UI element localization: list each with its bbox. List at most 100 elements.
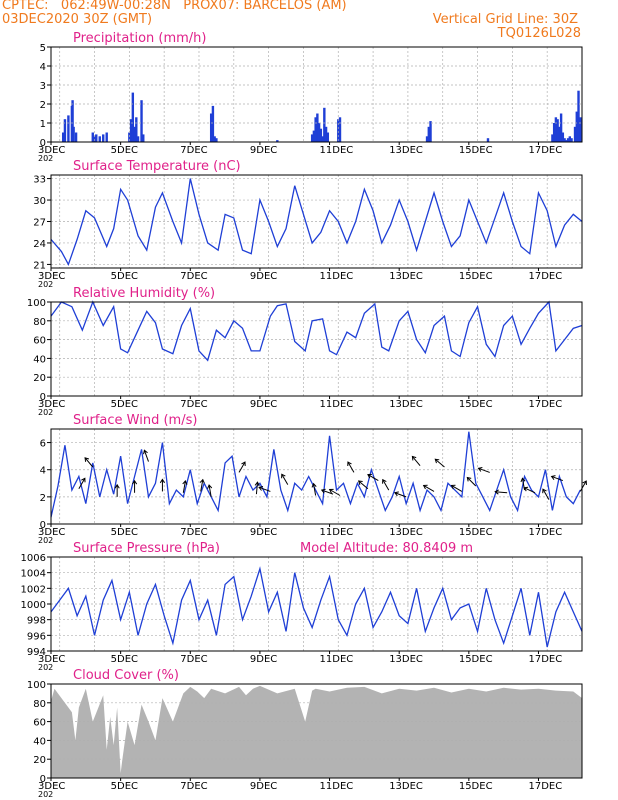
wind-arrow-shaft: [423, 484, 435, 492]
precip-bar: [323, 107, 326, 142]
press-xtick-label: 15DEC: [459, 654, 493, 665]
header-date: 03DEC2020 30Z (GMT): [2, 12, 153, 27]
wind-arrow-head: [84, 457, 90, 462]
temp-ytick-label: 27: [33, 218, 46, 229]
wind-arrow: [238, 461, 246, 473]
press-title: Surface Pressure (hPa): [73, 541, 220, 556]
header-code: TQ0126L028: [497, 26, 581, 41]
wind-arrow-shaft: [394, 492, 407, 498]
wind-arrow: [84, 457, 94, 468]
precip-xtick-label: 5DEC: [111, 145, 138, 156]
wind-arrow-shaft: [451, 484, 463, 492]
wind-arrow: [579, 480, 587, 492]
precip-bar: [337, 119, 340, 142]
rh-xtick-label: 9DEC: [250, 399, 277, 410]
press-line: [50, 566, 583, 648]
rh-xtick-label: 17DEC: [528, 399, 562, 410]
wind-arrow: [143, 449, 149, 462]
press-xtick-year: 202: [38, 663, 53, 672]
rh-xtick-year: 202: [38, 408, 53, 417]
precip-bar: [63, 119, 67, 142]
header-grid-note: Vertical Grid Line: 30Z: [432, 12, 578, 27]
wind-panel: [47, 428, 587, 527]
wind-arrow-head: [411, 455, 417, 461]
rh-xtick-label: 15DEC: [459, 399, 493, 410]
wind-arrow-head: [241, 461, 246, 467]
precip-bar: [74, 132, 78, 142]
precip-frame: [50, 46, 583, 143]
press-ytick-label: 996: [27, 631, 46, 642]
press-xtick-label: 5DEC: [111, 654, 138, 665]
wind-arrow: [434, 458, 445, 468]
wind-arrow-head: [550, 475, 556, 480]
precip-ytick-label: 4: [40, 62, 46, 73]
wind-arrow-head: [466, 476, 472, 482]
wind-arrow-head: [494, 489, 499, 495]
temp-title: Surface Temperature (nC): [73, 159, 241, 174]
wind-xtick-year: 202: [38, 536, 53, 545]
precip-bar: [128, 132, 131, 142]
wind-arrow: [494, 489, 508, 495]
wind-arrow-shaft: [523, 487, 536, 494]
wind-arrow: [394, 491, 407, 498]
precip-bar: [314, 117, 317, 142]
precip-ytick-label: 0: [40, 138, 46, 149]
press-ytick-label: 998: [27, 616, 46, 627]
precip-bar: [310, 134, 314, 142]
precip-bar: [72, 126, 75, 142]
precip-xtick-label: 15DEC: [459, 145, 493, 156]
wind-arrow: [357, 480, 369, 490]
precip-bar: [429, 121, 432, 142]
temp-ytick-label: 33: [33, 175, 46, 186]
wind-arrow: [382, 478, 390, 491]
wind-arrow-head: [114, 483, 120, 489]
precip-bar: [136, 136, 140, 142]
cloud-area: [51, 685, 582, 778]
wind-arrow-shaft: [551, 475, 564, 482]
wind-arrow-shaft: [182, 480, 186, 493]
wind-xtick-label: 17DEC: [528, 527, 562, 538]
wind-arrow: [114, 483, 120, 497]
wind-ytick-label: 6: [40, 439, 46, 450]
wind-arrow: [182, 480, 188, 493]
temp-ytick-label: 30: [33, 196, 46, 207]
precip-bar: [276, 140, 279, 142]
press-ytick-label: 994: [27, 647, 46, 658]
cloud-xtick-label: 5DEC: [111, 781, 138, 792]
precip-bar: [326, 132, 330, 142]
precip-bar: [95, 134, 98, 142]
wind-xtick-label: 3DEC: [38, 527, 65, 538]
precip-bar: [579, 117, 582, 142]
wind-arrow: [411, 455, 421, 466]
press-xtick-label: 17DEC: [528, 654, 562, 665]
cloud-xtick-label: 17DEC: [528, 781, 562, 792]
temp-xtick-label: 7DEC: [180, 271, 207, 282]
press-xtick-label: 11DEC: [320, 654, 354, 665]
precip-bar: [140, 100, 143, 142]
precip-bar: [558, 126, 561, 142]
press-panel: [47, 556, 583, 654]
wind-arrow-shaft: [434, 458, 445, 468]
rh-xtick-label: 13DEC: [389, 399, 423, 410]
wind-arrow-shaft: [238, 461, 246, 473]
wind-arrow-head: [182, 480, 188, 485]
wind-arrow-shaft: [281, 474, 289, 485]
cloud-frame: [50, 683, 583, 779]
wind-arrow-shaft: [347, 461, 355, 473]
precip-bar: [554, 117, 558, 142]
precip-ytick-label: 5: [40, 43, 46, 54]
wind-arrow: [542, 488, 550, 500]
precip-bar: [105, 132, 108, 142]
rh-frame: [50, 301, 583, 397]
wind-arrow-head: [357, 480, 363, 485]
wind-arrow-head: [207, 484, 213, 489]
precip-ytick-label: 1: [40, 119, 46, 130]
wind-arrow-head: [450, 484, 456, 490]
rh-xtick-label: 5DEC: [111, 399, 138, 410]
precip-bar: [71, 100, 74, 142]
cloud-ytick-label: 100: [27, 680, 46, 691]
wind-arrow-head: [394, 491, 399, 497]
wind-arrow-head: [132, 479, 138, 485]
press-ytick-label: 1004: [21, 569, 46, 580]
